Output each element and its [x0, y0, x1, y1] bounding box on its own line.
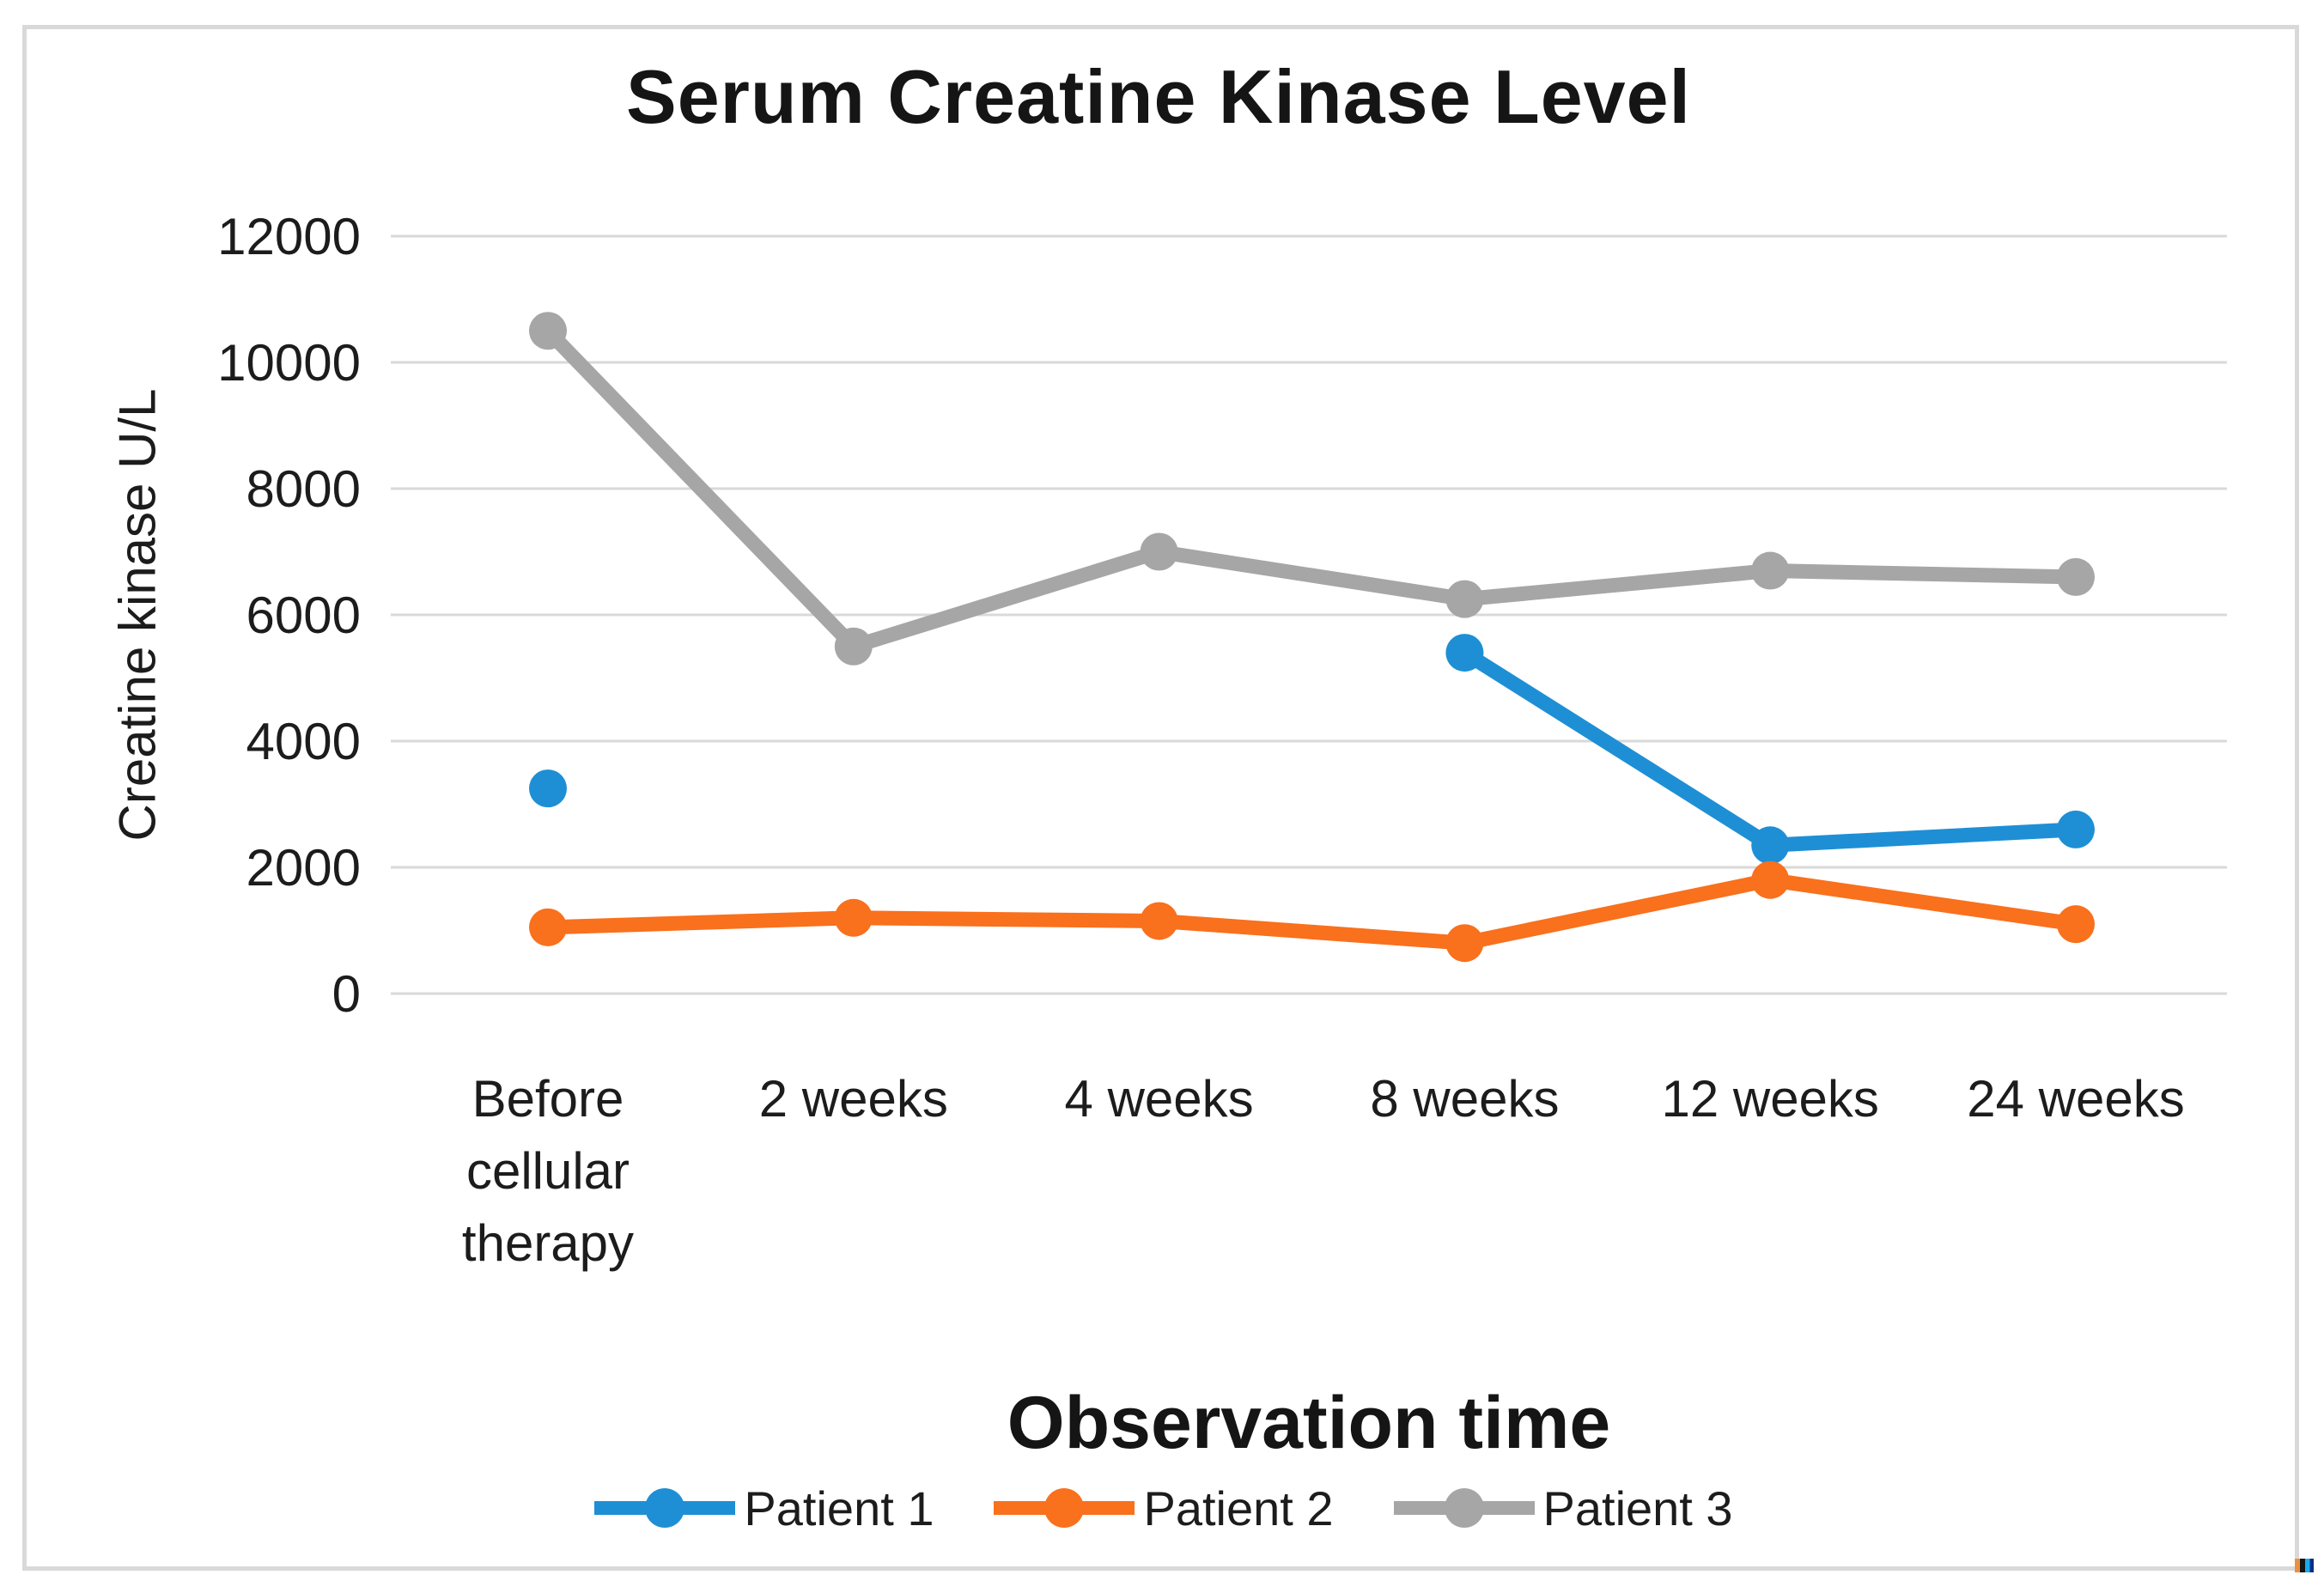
y-tick-label: 4000: [246, 713, 361, 770]
y-tick-label: 6000: [246, 587, 361, 644]
legend-marker-patient-2: [994, 1488, 1135, 1528]
figure-border: [22, 25, 2299, 1571]
series-line-patient-3: [540, 323, 2084, 654]
data-point-patient-2: [1140, 902, 1178, 940]
legend-item-patient-1: Patient 1: [591, 1477, 934, 1539]
legend-item-patient-2: Patient 2: [990, 1477, 1334, 1539]
y-tick-label: 8000: [246, 460, 361, 518]
data-point-patient-3: [1140, 532, 1178, 571]
legend-label: Patient 2: [1143, 1481, 1334, 1535]
legend-label: Patient 3: [1542, 1481, 1733, 1535]
series-patient-2: [529, 860, 2095, 963]
series-line-patient-2: [540, 873, 2084, 951]
legend-marker-patient-3: [1393, 1488, 1535, 1528]
gridlines: [391, 234, 2227, 995]
data-point-patient-3: [529, 312, 567, 350]
data-point-patient-3: [1445, 580, 1484, 618]
legend-dot: [1444, 1488, 1484, 1528]
legend-dot: [645, 1488, 685, 1528]
y-tick-label: 12000: [217, 208, 361, 265]
x-axis-title: Observation time: [1007, 1382, 1611, 1464]
y-tick-label: 2000: [246, 839, 361, 897]
data-point-patient-2: [1751, 860, 1790, 899]
series-patient-1: [529, 634, 2095, 865]
data-point-patient-1: [1445, 634, 1484, 672]
chart-title: Serum Creatine Kinase Level: [626, 54, 1691, 139]
data-point-patient-3: [834, 627, 873, 666]
x-category-label: 8 weeks: [1370, 1070, 1559, 1128]
x-category-label: 12 weeks: [1661, 1070, 1878, 1128]
data-point-patient-2: [529, 908, 567, 946]
y-tick-label: 10000: [217, 334, 361, 392]
x-category-label: 24 weeks: [1967, 1070, 2184, 1128]
x-category-label: Before cellular therapy: [462, 1070, 634, 1272]
data-point-patient-1: [529, 769, 567, 808]
corner-artifact: [2295, 1559, 2314, 1572]
data-point-patient-1: [2057, 810, 2095, 848]
data-point-patient-2: [2057, 905, 2095, 944]
legend-label: Patient 1: [744, 1481, 934, 1535]
y-tick-label: 0: [332, 965, 361, 1023]
y-axis-ticks: 0 2000 4000 6000 8000 10000 12000: [217, 208, 361, 1023]
legend-marker-patient-1: [594, 1488, 736, 1528]
x-category-label: 2 weeks: [759, 1070, 948, 1128]
x-axis-labels: Before cellular therapy 2 weeks 4 weeks 8 wee…: [462, 1070, 2185, 1272]
data-point-patient-2: [834, 898, 873, 937]
series-patient-3: [529, 312, 2095, 666]
data-point-patient-3: [2057, 557, 2095, 596]
data-point-patient-2: [1445, 924, 1484, 963]
x-category-label: 4 weeks: [1065, 1070, 1254, 1128]
legend-dot: [1044, 1488, 1085, 1528]
series-line-patient-1: [1457, 645, 2084, 853]
data-point-patient-1: [1751, 826, 1790, 865]
legend-item-patient-3: Patient 3: [1390, 1477, 1733, 1539]
data-point-patient-3: [1751, 551, 1790, 590]
legend: Patient 1 Patient 2 Patient 3: [0, 1465, 2324, 1551]
